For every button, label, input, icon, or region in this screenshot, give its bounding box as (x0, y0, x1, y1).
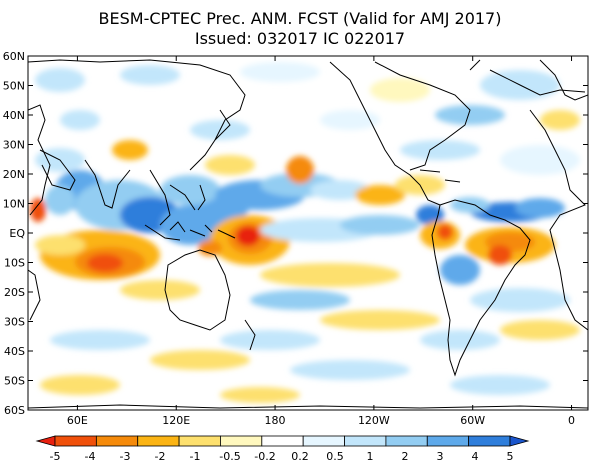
colorbar-label: -0.2 (254, 450, 275, 463)
colorbar-swatch (468, 435, 511, 447)
colorbar-label: -4 (85, 450, 96, 463)
lat-label: 40N (3, 109, 25, 122)
colorbar-swatch (137, 435, 180, 447)
colorbar-swatch (95, 435, 139, 447)
anomaly-field (30, 62, 580, 403)
colorbar-swatch (178, 435, 221, 447)
latitude-axis: 60N 50N 40N 30N 20N 10N EQ 10S 20S 30S 40S 50S 60S (3, 50, 588, 417)
lon-label: 0 (568, 414, 575, 427)
lat-label: 50N (3, 80, 25, 93)
colorbar-label: -0.5 (219, 450, 240, 463)
colorbar-swatch (54, 435, 97, 447)
coastlines (28, 59, 588, 409)
lon-label: 180 (265, 414, 286, 427)
longitude-axis: 60E 120E 180 120W 60W 0 (67, 56, 575, 427)
lat-label: 40S (4, 345, 25, 358)
colorbar-label: 4 (472, 450, 479, 463)
lat-label: 10S (4, 257, 25, 270)
map-subtitle: Issued: 032017 IC 022017 (194, 29, 406, 48)
lat-label: 30N (3, 139, 25, 152)
colorbar-label: 2 (402, 450, 409, 463)
colorbar-label: 3 (437, 450, 444, 463)
lon-label: 60E (67, 414, 88, 427)
colorbar-label: -1 (190, 450, 201, 463)
colorbar-label: 5 (507, 450, 514, 463)
lat-label: 20N (3, 168, 25, 181)
colorbar-swatch (302, 435, 345, 447)
lat-label: 30S (4, 316, 25, 329)
colorbar-label: 0.2 (291, 450, 309, 463)
colorbar-swatch (344, 435, 387, 447)
colorbar-swatch (426, 435, 470, 447)
colorbar-label: 0.5 (326, 450, 344, 463)
lat-label: 10N (3, 198, 25, 211)
colorbar-swatch (385, 435, 428, 447)
colorbar-swatch (35, 435, 56, 447)
colorbar-swatch (509, 435, 530, 447)
colorbar: -5 -4 -3 -2 -1 -0.5 -0.2 0.2 0.5 1 2 3 4 5 (35, 435, 530, 463)
colorbar-swatch (261, 435, 304, 447)
lat-label: EQ (9, 227, 25, 240)
colorbar-label: -3 (120, 450, 131, 463)
colorbar-label: -5 (50, 450, 61, 463)
lon-label: 120W (358, 414, 390, 427)
lon-label: 120E (162, 414, 190, 427)
lat-label: 20S (4, 286, 25, 299)
map-title: BESM-CPTEC Prec. ANM. FCST (Valid for AM… (98, 9, 502, 28)
lat-label: 60N (3, 50, 25, 63)
lat-label: 60S (4, 404, 25, 417)
colorbar-label: 1 (367, 450, 374, 463)
colorbar-label: -2 (155, 450, 166, 463)
lon-label: 60W (460, 414, 485, 427)
lat-label: 50S (4, 375, 25, 388)
colorbar-swatch (220, 435, 263, 447)
